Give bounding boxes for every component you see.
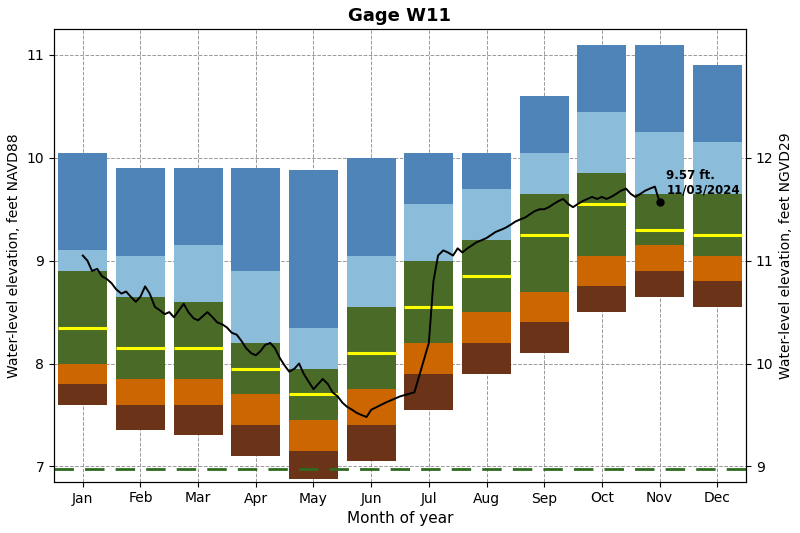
Bar bbox=[635, 245, 684, 271]
Bar bbox=[231, 425, 280, 456]
Text: 9.57 ft.
11/03/2024: 9.57 ft. 11/03/2024 bbox=[666, 169, 740, 197]
Bar bbox=[116, 297, 165, 379]
Title: Gage W11: Gage W11 bbox=[349, 7, 451, 25]
Bar bbox=[462, 240, 511, 312]
Bar bbox=[462, 343, 511, 374]
Bar bbox=[116, 255, 165, 297]
Bar bbox=[58, 152, 107, 251]
Bar bbox=[404, 261, 454, 343]
Bar bbox=[174, 302, 222, 379]
Bar bbox=[462, 152, 511, 189]
Bar bbox=[520, 152, 569, 194]
Bar bbox=[58, 384, 107, 405]
Bar bbox=[520, 96, 569, 152]
Bar bbox=[289, 327, 338, 369]
Bar bbox=[635, 132, 684, 194]
Bar bbox=[116, 379, 165, 405]
Bar bbox=[231, 168, 280, 271]
Bar bbox=[58, 271, 107, 364]
Bar bbox=[520, 292, 569, 322]
Bar bbox=[346, 158, 396, 255]
Y-axis label: Water-level elevation, feet NAVD88: Water-level elevation, feet NAVD88 bbox=[7, 133, 21, 378]
Bar bbox=[578, 45, 626, 111]
Bar bbox=[635, 45, 684, 132]
Bar bbox=[404, 204, 454, 261]
Bar bbox=[346, 425, 396, 461]
Bar bbox=[346, 389, 396, 425]
Bar bbox=[58, 364, 107, 384]
Bar bbox=[578, 286, 626, 312]
Bar bbox=[404, 374, 454, 410]
X-axis label: Month of year: Month of year bbox=[346, 511, 454, 526]
Bar bbox=[174, 405, 222, 435]
Bar bbox=[174, 379, 222, 405]
Bar bbox=[116, 405, 165, 430]
Y-axis label: Water-level elevation, feet NGVD29: Water-level elevation, feet NGVD29 bbox=[779, 132, 793, 379]
Bar bbox=[693, 65, 742, 142]
Bar bbox=[58, 251, 107, 271]
Bar bbox=[404, 343, 454, 374]
Bar bbox=[231, 271, 280, 343]
Bar bbox=[578, 173, 626, 255]
Bar bbox=[289, 451, 338, 479]
Bar bbox=[578, 111, 626, 173]
Bar bbox=[346, 307, 396, 389]
Bar bbox=[289, 170, 338, 327]
Bar bbox=[462, 189, 511, 240]
Bar bbox=[174, 168, 222, 245]
Bar bbox=[693, 142, 742, 194]
Bar bbox=[693, 281, 742, 307]
Bar bbox=[635, 194, 684, 245]
Bar bbox=[520, 322, 569, 353]
Bar bbox=[578, 255, 626, 286]
Bar bbox=[520, 194, 569, 292]
Bar bbox=[462, 312, 511, 343]
Bar bbox=[289, 420, 338, 451]
Bar bbox=[289, 369, 338, 420]
Bar bbox=[174, 245, 222, 302]
Bar bbox=[693, 194, 742, 255]
Bar bbox=[635, 271, 684, 297]
Bar bbox=[116, 168, 165, 255]
Bar bbox=[693, 255, 742, 281]
Bar bbox=[231, 343, 280, 394]
Bar bbox=[404, 152, 454, 204]
Bar bbox=[231, 394, 280, 425]
Bar bbox=[346, 255, 396, 307]
